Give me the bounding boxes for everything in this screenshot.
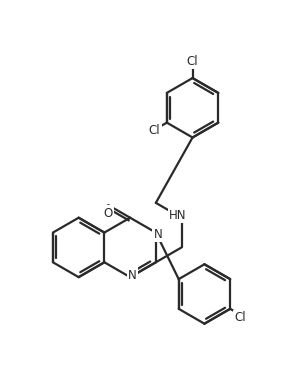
Text: HN: HN (169, 209, 186, 222)
Text: Cl: Cl (149, 124, 160, 137)
Text: Cl: Cl (187, 55, 198, 68)
Text: Cl: Cl (235, 311, 246, 324)
Text: O: O (104, 206, 113, 220)
Text: N: N (153, 228, 162, 241)
Text: N: N (128, 269, 136, 282)
